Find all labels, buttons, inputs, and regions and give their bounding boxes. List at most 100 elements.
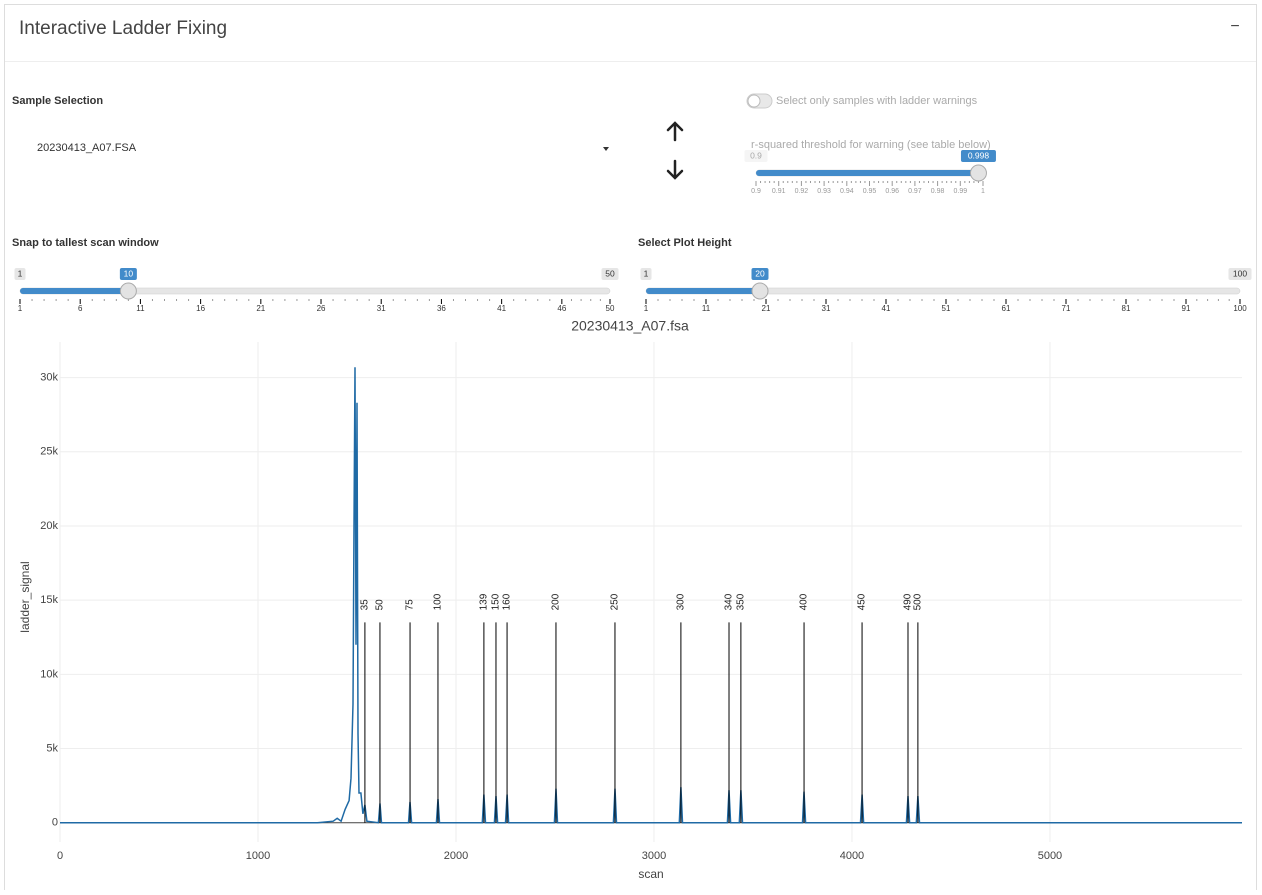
ladder-label: 250 — [610, 593, 621, 610]
slider-label: Snap to tallest scan window — [12, 237, 159, 249]
panel — [4, 4, 1257, 895]
y-tick-label: 30k — [40, 372, 58, 384]
ladder-label: 75 — [405, 599, 416, 611]
chart-title: 20230413_A07.fsa — [571, 318, 689, 334]
ladder-label: 350 — [736, 593, 747, 610]
slider-fill — [646, 288, 760, 294]
slider-min-text: 0.9 — [750, 150, 762, 160]
ladder-label: 340 — [724, 593, 735, 610]
collapse-button[interactable]: − — [1230, 18, 1239, 35]
slider-tick-label: 50 — [606, 304, 615, 313]
ladder-label: 160 — [502, 593, 513, 610]
sliders: r-squared threshold for warning (see tab… — [12, 139, 1252, 313]
slider-tick-label: 100 — [1233, 304, 1247, 313]
ladder-label: 300 — [676, 593, 687, 610]
slider-tick-label: 26 — [317, 304, 326, 313]
y-axis-title: ladder_signal — [18, 561, 32, 632]
slider-min-text: 1 — [644, 268, 649, 278]
slider-tick-label: 1 — [981, 188, 985, 195]
ladder-label: 400 — [799, 593, 810, 610]
toggle[interactable] — [746, 93, 773, 109]
y-tick-label: 5k — [46, 742, 58, 754]
slider-tick-label: 91 — [1182, 304, 1191, 313]
ladder-label: 35 — [360, 599, 371, 611]
slider-tick-label: 0.9 — [751, 188, 761, 195]
prev-arrow[interactable] — [666, 121, 684, 142]
slider-tick-label: 36 — [437, 304, 446, 313]
sample-dropdown[interactable]: 20230413_A07.FSA — [37, 142, 609, 154]
y-tick-label: 0 — [52, 817, 58, 829]
ladder-label: 139 — [479, 593, 490, 610]
slider-tick-label: 41 — [497, 304, 506, 313]
ladder-label: 50 — [375, 599, 386, 611]
x-tick-label: 1000 — [246, 850, 270, 862]
ladder-label: 100 — [433, 593, 444, 610]
slider-fill — [20, 288, 129, 294]
ladder-label: 450 — [857, 593, 868, 610]
slider-tick-label: 0.94 — [840, 188, 854, 195]
slider-max-text: 100 — [1233, 268, 1247, 278]
slider-handle[interactable] — [969, 164, 987, 182]
slider-tick-label: 0.91 — [772, 188, 786, 195]
slider-tick-label: 21 — [762, 304, 771, 313]
x-tick-label: 4000 — [840, 850, 864, 862]
panel-title: Interactive Ladder Fixing — [19, 18, 227, 39]
slider-tick-label: 0.96 — [885, 188, 899, 195]
slider-tick-label: 51 — [942, 304, 951, 313]
nav-arrows — [666, 121, 684, 180]
slider-tick-label: 31 — [377, 304, 386, 313]
slider-tick-label: 0.93 — [817, 188, 831, 195]
slider-max-text: 50 — [605, 268, 615, 278]
slider-tick-label: 46 — [557, 304, 566, 313]
slider-tick-label: 11 — [136, 304, 145, 313]
slider-tick-label: 11 — [702, 304, 711, 313]
slider-label: Select Plot Height — [638, 237, 732, 249]
slider-tick-label: 0.99 — [953, 188, 967, 195]
slider-tick-label: 16 — [196, 304, 205, 313]
x-tick-label: 2000 — [444, 850, 468, 862]
x-tick-label: 5000 — [1038, 850, 1062, 862]
slider[interactable]: r-squared threshold for warning (see tab… — [744, 139, 996, 195]
dropdown-caret — [603, 147, 609, 151]
ladder-label: 500 — [913, 593, 924, 610]
y-tick-label: 10k — [40, 668, 58, 680]
slider-handle[interactable] — [751, 282, 769, 300]
ladder-label: 490 — [903, 593, 914, 610]
slider-tick-label: 0.98 — [931, 188, 945, 195]
ladder-label: 150 — [491, 593, 502, 610]
slider-tick-label: 21 — [256, 304, 265, 313]
slider-tick-label: 61 — [1002, 304, 1011, 313]
slider-tick-label: 0.92 — [795, 188, 809, 195]
slider-min-text: 1 — [18, 268, 23, 278]
slider-tick-label: 6 — [78, 304, 83, 313]
slider-min-box — [640, 268, 652, 280]
slider-max-box — [1228, 268, 1252, 280]
slider-value-box — [960, 150, 996, 162]
next-arrow[interactable] — [666, 159, 684, 180]
y-tick-label: 20k — [40, 520, 58, 532]
slider-label: r-squared threshold for warning (see tab… — [751, 139, 991, 151]
chart: 20230413_A07.fsa 0 1000 2000 3000 4000 5000 0 5k… — [18, 318, 1242, 881]
dropdown-value: 20230413_A07.FSA — [37, 142, 137, 154]
slider-max-box — [601, 268, 619, 280]
slider-tick-label: 1 — [644, 304, 649, 313]
slider-tick-label: 0.95 — [863, 188, 877, 195]
toggle-knob — [747, 94, 761, 108]
slider-tick-label: 81 — [1122, 304, 1131, 313]
slider-value-text: 0.998 — [968, 150, 990, 160]
slider-handle[interactable] — [119, 282, 137, 300]
slider-fill — [756, 170, 979, 176]
x-tick-label: 0 — [57, 850, 63, 862]
slider-value-box — [751, 268, 769, 280]
slider-tick-label: 71 — [1062, 304, 1071, 313]
x-tick-label: 3000 — [642, 850, 666, 862]
slider-tick-label: 0.97 — [908, 188, 922, 195]
slider-min-box — [744, 150, 768, 162]
slider-value-text: 10 — [124, 268, 134, 278]
slider-min-box — [14, 268, 26, 280]
toggle-label: Select only samples with ladder warnings — [776, 95, 978, 107]
y-tick-label: 25k — [40, 446, 58, 458]
